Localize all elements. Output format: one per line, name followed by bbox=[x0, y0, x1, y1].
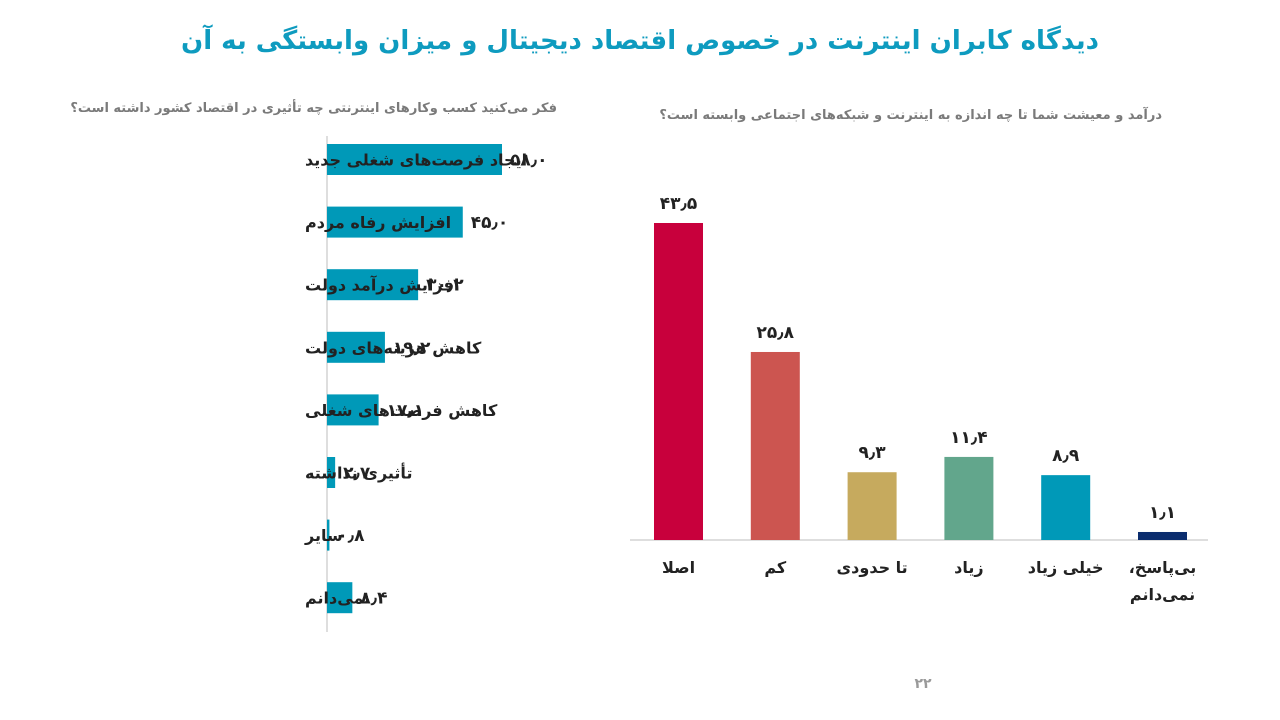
right-bar bbox=[944, 456, 994, 540]
left-value-label: ۴۵٫۰ bbox=[471, 213, 508, 233]
left-bar bbox=[327, 206, 463, 238]
left-value-label: ۳۰٫۲ bbox=[426, 276, 464, 296]
left-bar bbox=[327, 394, 379, 426]
right-category-label: تا حدودی bbox=[837, 558, 908, 577]
left-category-label: ایجاد فرصت‌های شغلی جدید bbox=[305, 151, 527, 170]
right-bar bbox=[654, 223, 703, 540]
left-category-label: افزایش درآمد دولت bbox=[305, 275, 459, 295]
right-category-label: کم bbox=[764, 558, 787, 577]
left-value-label: ۸٫۴ bbox=[360, 589, 387, 609]
right-category-label: زیاد bbox=[954, 558, 983, 577]
left-bar bbox=[327, 457, 336, 488]
left-category-label: کاهش فرصت‌های شغلی bbox=[305, 401, 498, 420]
right-value-label: ۱۱٫۴ bbox=[950, 428, 987, 448]
right-category-label: خیلی زیاد bbox=[1028, 558, 1104, 577]
right-value-label: ۹٫۳ bbox=[859, 443, 887, 463]
right-bar bbox=[1138, 531, 1187, 540]
left-category-label: سایر bbox=[304, 526, 343, 545]
left-bar bbox=[327, 144, 502, 175]
right-category-label: اصلا bbox=[662, 558, 695, 577]
right-bar bbox=[1041, 475, 1091, 540]
left-value-label: ۱۹٫۲ bbox=[393, 338, 431, 358]
left-value-label: ۲٫۷ bbox=[343, 464, 371, 484]
right-bar bbox=[750, 351, 800, 540]
left-bar bbox=[327, 331, 385, 363]
left-category-label: نمی‌دانم bbox=[305, 589, 370, 608]
right-chart-title: درآمد و معیشت شما تا چه اندازه به اینترن… bbox=[659, 108, 1162, 123]
left-category-label: تأثیری نداشته bbox=[305, 463, 412, 483]
left-category-label: کاهش هزینه‌های دولت bbox=[305, 338, 482, 357]
left-bar bbox=[327, 582, 353, 614]
left-bar bbox=[327, 269, 419, 301]
left-bar bbox=[327, 519, 330, 551]
right-bar bbox=[847, 472, 897, 540]
left-value-label: ۱۷٫۱ bbox=[387, 401, 424, 421]
right-category-label: بی‌پاسخ، bbox=[1129, 558, 1197, 578]
left-value-label: ۰٫۸ bbox=[337, 526, 365, 546]
page-number: ۲۲ bbox=[914, 676, 932, 692]
right-value-label: ۱٫۱ bbox=[1149, 503, 1176, 523]
right-value-label: ۲۵٫۸ bbox=[757, 323, 795, 343]
left-category-label: افزایش رفاه مردم bbox=[305, 213, 451, 232]
left-value-label: ۵۸٫۰ bbox=[510, 151, 547, 171]
right-value-label: ۴۳٫۵ bbox=[660, 194, 697, 214]
right-value-label: ۸٫۹ bbox=[1052, 446, 1080, 466]
right-category-label: نمی‌دانم bbox=[1130, 585, 1195, 604]
page-title: دیدگاه کابران اینترنت در خصوص اقتصاد دیج… bbox=[181, 26, 1099, 56]
left-chart-title: فکر می‌کنید کسب وکارهای اینترنتی چه تأثی… bbox=[70, 101, 557, 116]
